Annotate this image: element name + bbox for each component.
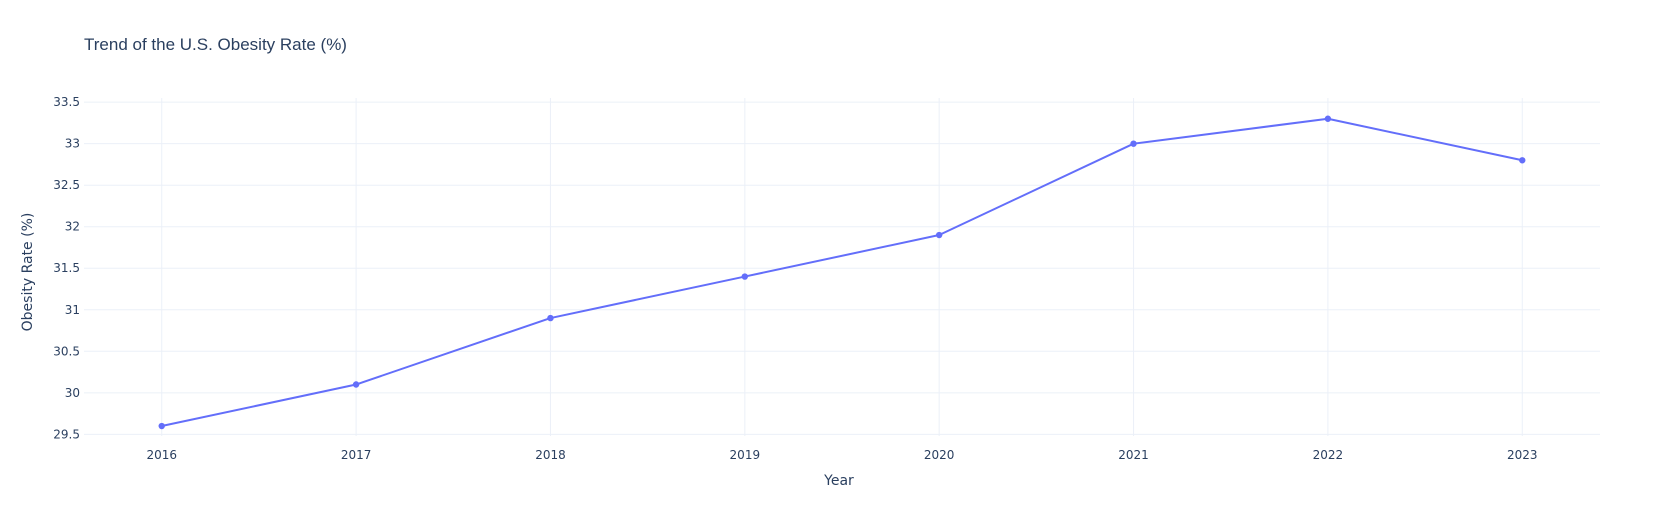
data-point — [547, 314, 554, 322]
y-tick-label: 33.5 — [53, 95, 80, 109]
x-tick-label: 2016 — [146, 448, 177, 462]
y-tick-label: 32 — [65, 220, 80, 234]
y-tick-label: 31.5 — [53, 261, 80, 275]
grid — [84, 98, 1600, 436]
data-point — [935, 231, 943, 239]
data-point — [741, 273, 749, 280]
data-point — [352, 381, 360, 388]
x-tick-label: 2023 — [1507, 448, 1538, 462]
data-points — [158, 115, 1526, 430]
y-tick-label: 33 — [65, 137, 80, 151]
y-tick-label: 29.5 — [53, 427, 80, 441]
y-axis-title: Obesity Rate (%) — [20, 213, 36, 332]
x-tick-label: 2022 — [1313, 448, 1344, 462]
x-axis-ticks: 2016 2017 2018 2019 2020 2021 2022 2023 — [146, 448, 1537, 462]
y-tick-label: 30.5 — [53, 344, 80, 358]
data-point — [1324, 115, 1332, 122]
y-tick-label: 30 — [65, 386, 80, 400]
y-tick-label: 31 — [65, 303, 80, 317]
chart-title: Trend of the U.S. Obesity Rate (%) — [84, 35, 347, 54]
x-axis-title: Year — [823, 473, 854, 489]
data-point — [1130, 140, 1137, 147]
y-tick-label: 32.5 — [53, 178, 80, 192]
x-tick-label: 2017 — [341, 448, 372, 462]
y-axis-ticks: 29.5 30 30.5 31 31.5 32 32.5 33 33.5 — [53, 95, 80, 441]
x-tick-label: 2021 — [1118, 448, 1149, 462]
data-point — [158, 422, 165, 430]
series-line — [161, 117, 1523, 428]
x-tick-label: 2019 — [730, 448, 761, 462]
data-point — [1519, 157, 1526, 164]
x-tick-label: 2020 — [924, 448, 955, 462]
x-tick-label: 2018 — [535, 448, 566, 462]
